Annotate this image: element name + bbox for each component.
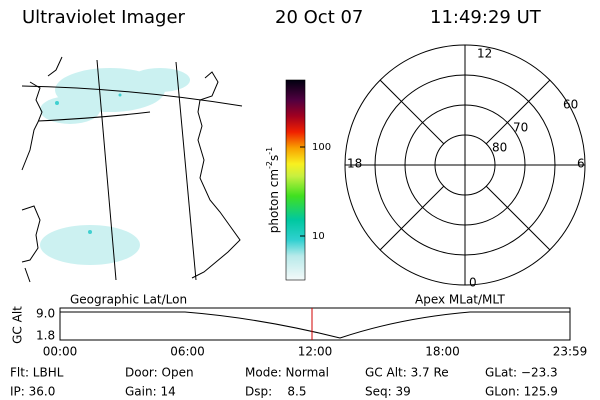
map <box>21 56 243 283</box>
info-field: Flt: LBHL <box>10 366 64 380</box>
label-part: s <box>267 155 281 161</box>
colorbar-tick-label: 100 <box>312 142 331 153</box>
timeline-frame <box>59 307 571 341</box>
colorbar-tick-label: 10 <box>312 231 325 242</box>
date: 20 Oct 07 <box>275 7 363 28</box>
info-field: GC Alt: 3.7 Re <box>365 366 449 380</box>
colorbar-label: photon cm-2s-1 <box>265 147 281 234</box>
mlat-label: 60 <box>563 98 578 112</box>
mlt-label: 0 <box>469 276 477 290</box>
panel-label: Apex MLat/MLT <box>415 293 505 307</box>
info-field: IP: 36.0 <box>10 385 55 399</box>
mlt-label: 18 <box>347 157 362 171</box>
info-field: Door: Open <box>125 366 194 380</box>
timeline-xtick: 23:59 <box>553 345 588 359</box>
info-field: Mode: Normal <box>245 366 329 380</box>
info-field: GLat: −23.3 <box>485 366 558 380</box>
info-field: Gain: 14 <box>125 385 176 399</box>
timeline-ytick: 9.0 <box>36 307 55 321</box>
timeline-xtick: 00:00 <box>43 345 78 359</box>
mlt-label: 12 <box>477 47 492 61</box>
panel-label: Geographic Lat/Lon <box>70 293 187 307</box>
colorbar <box>285 79 306 281</box>
mlt-label: 6 <box>577 157 585 171</box>
timeline-xtick: 18:00 <box>425 345 460 359</box>
mlat-label: 70 <box>513 121 528 135</box>
info-field: Dsp: 8.5 <box>245 385 307 399</box>
timeline-xtick: 06:00 <box>170 345 205 359</box>
label-part: photon cm <box>267 169 281 233</box>
time: 11:49:29 UT <box>430 7 542 28</box>
timeline-xtick: 12:00 <box>298 345 333 359</box>
timeline-ytick: 1.8 <box>36 329 55 343</box>
polar-grid <box>344 44 586 286</box>
info-field: GLon: 125.9 <box>485 385 558 399</box>
label-sup: -2 <box>265 161 274 169</box>
altitude-curve <box>60 311 570 339</box>
title: Ultraviolet Imager <box>22 7 186 28</box>
timeline-ylabel: GC Alt <box>11 306 25 344</box>
info-field: Seq: 39 <box>365 385 411 399</box>
label-sup: -1 <box>265 147 274 155</box>
mlat-label: 80 <box>492 141 507 155</box>
